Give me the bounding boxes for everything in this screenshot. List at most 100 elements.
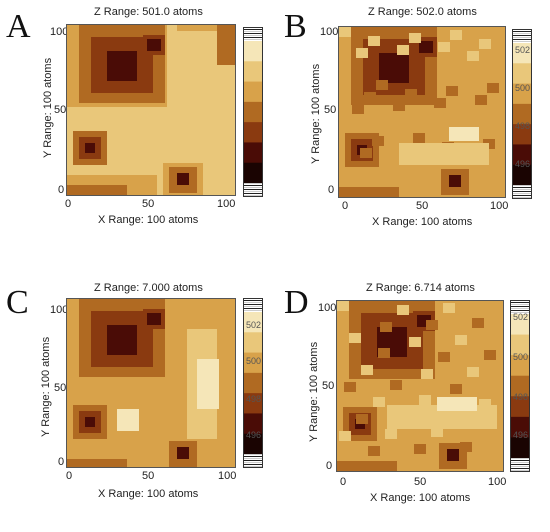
- colorbar-hatch: [512, 35, 532, 36]
- colorbar-hatch: [243, 29, 263, 30]
- terrain-patch: [419, 41, 433, 53]
- z-range-title: Z Range: 501.0 atoms: [94, 6, 203, 18]
- x-tick: 50: [142, 470, 155, 482]
- colorbar-frame: [512, 29, 532, 199]
- colorbar-hatch: [512, 195, 532, 196]
- terrain-patch: [421, 369, 433, 379]
- terrain-patch: [390, 380, 402, 390]
- colorbar-hatch: [243, 306, 263, 307]
- terrain-patch: [356, 48, 368, 58]
- x-axis-label: X Range: 100 atoms: [370, 492, 471, 504]
- colorbar-hatch: [243, 456, 263, 457]
- terrain-patch: [337, 461, 397, 471]
- terrain-patch: [349, 333, 361, 343]
- colorbar-segment: [512, 164, 532, 186]
- colorbar-tick: 496: [246, 430, 262, 440]
- terrain-patch: [67, 185, 127, 195]
- colorbar-hatch: [243, 187, 263, 188]
- colorbar-hatch: [510, 302, 530, 303]
- colorbar-segment: [510, 314, 530, 336]
- y-tick: 0: [58, 456, 65, 468]
- colorbar-hatch: [510, 304, 530, 305]
- colorbar-hatch: [243, 193, 263, 194]
- terrain-patch: [426, 320, 438, 330]
- colorbar-tick: 500: [515, 83, 531, 93]
- colorbar-segment: [243, 41, 263, 62]
- terrain-patch: [356, 414, 368, 424]
- colorbar-tick: 500: [513, 352, 529, 362]
- colorbar-segment: [510, 396, 530, 418]
- colorbar-segment: [243, 372, 263, 394]
- terrain-patch: [147, 39, 161, 51]
- colorbar-segment: [243, 413, 263, 435]
- terrain-patch: [107, 51, 137, 81]
- terrain-patch: [368, 36, 380, 46]
- colorbar-segment: [512, 63, 532, 85]
- colorbar-hatch: [512, 185, 532, 186]
- colorbar-segment: [243, 352, 263, 374]
- color-bar: 502 500 498 496: [243, 298, 263, 468]
- colorbar-hatch: [512, 193, 532, 194]
- height-map: [338, 26, 506, 198]
- terrain-patch: [479, 39, 491, 49]
- colorbar-tick: 498: [515, 121, 531, 131]
- terrain-patch: [339, 187, 399, 197]
- colorbar-segment: [243, 332, 263, 354]
- colorbar-hatch: [243, 462, 263, 463]
- terrain-patch: [449, 175, 461, 187]
- panel-a: A Z Range: 501.0 atoms Y Range: 100 atom…: [6, 6, 276, 256]
- colorbar-tick: 496: [515, 159, 531, 169]
- y-axis-label: Y Range: 100 atoms: [42, 57, 54, 158]
- colorbar-tick: 496: [513, 430, 529, 440]
- terrain-patch: [409, 337, 421, 347]
- terrain-patch: [107, 325, 137, 355]
- colorbar-hatch: [510, 470, 530, 471]
- colorbar-hatch: [243, 195, 263, 196]
- colorbar-hatch: [243, 304, 263, 305]
- terrain-patch: [413, 133, 425, 143]
- z-range-title: Z Range: 6.714 atoms: [366, 282, 475, 294]
- terrain-patch: [376, 80, 388, 90]
- colorbar-hatch: [512, 39, 532, 40]
- colorbar-hatch: [243, 308, 263, 309]
- terrain-patch: [437, 397, 477, 411]
- colorbar-segment: [243, 101, 263, 123]
- colorbar-hatch: [510, 308, 530, 309]
- colorbar-hatch: [512, 33, 532, 34]
- colorbar-hatch: [243, 185, 263, 186]
- x-axis-label: X Range: 100 atoms: [98, 488, 199, 500]
- colorbar-hatch: [243, 37, 263, 38]
- y-tick: 0: [58, 184, 65, 196]
- terrain-patch: [385, 429, 397, 439]
- terrain-patch: [177, 447, 189, 459]
- height-map-image: [67, 25, 235, 195]
- x-axis-label: X Range: 100 atoms: [372, 216, 473, 228]
- terrain-patch: [431, 427, 443, 437]
- terrain-patch: [177, 25, 235, 31]
- colorbar-hatch: [243, 31, 263, 32]
- colorbar-hatch: [243, 460, 263, 461]
- color-bar: [243, 27, 263, 197]
- colorbar-frame: [243, 27, 263, 197]
- terrain-patch: [467, 51, 479, 61]
- colorbar-hatch: [510, 458, 530, 459]
- colorbar-segment: [510, 375, 530, 397]
- terrain-patch: [380, 322, 392, 332]
- terrain-patch: [472, 318, 484, 328]
- x-tick: 0: [342, 200, 349, 212]
- terrain-patch: [450, 30, 462, 40]
- colorbar-hatch: [512, 187, 532, 188]
- terrain-patch: [368, 446, 380, 456]
- terrain-patch: [450, 384, 462, 394]
- y-axis-label: Y Range: 100 atoms: [310, 63, 322, 164]
- terrain-patch: [414, 444, 426, 454]
- colorbar-hatch: [243, 35, 263, 36]
- panel-letter: C: [6, 284, 29, 321]
- colorbar-segment: [512, 83, 532, 105]
- colorbar-segment: [512, 103, 532, 125]
- terrain-patch: [67, 459, 127, 467]
- colorbar-hatch: [243, 33, 263, 34]
- y-tick: 100: [320, 26, 339, 38]
- colorbar-segment: [510, 437, 530, 459]
- colorbar-frame: [510, 300, 530, 472]
